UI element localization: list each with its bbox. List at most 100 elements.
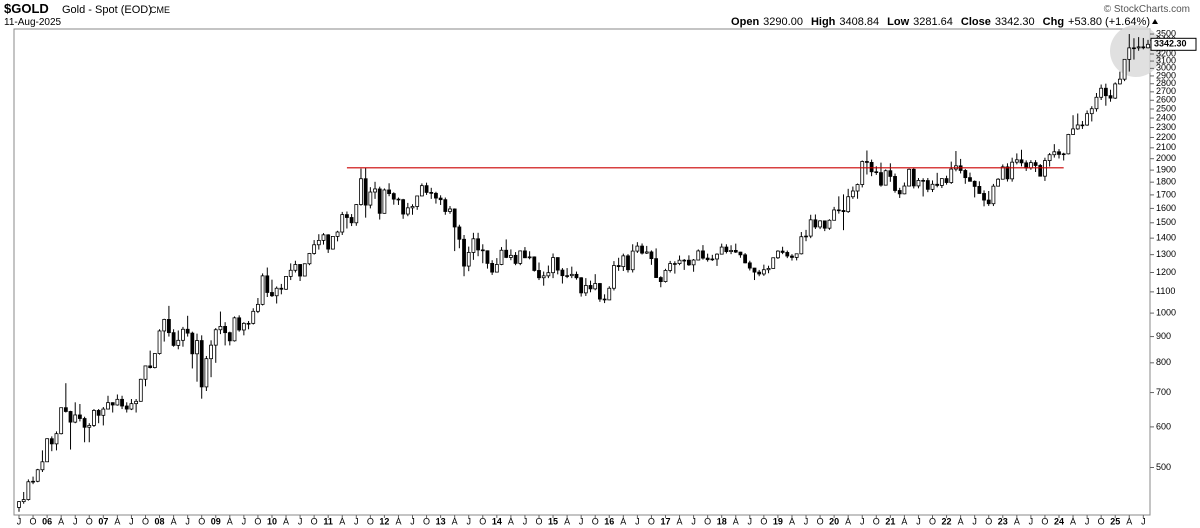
- candle-body: [1061, 153, 1066, 156]
- candle-body: [1141, 46, 1146, 49]
- candle-body: [551, 257, 555, 274]
- y-tick-label: 500: [1156, 462, 1171, 472]
- candle-body: [710, 258, 715, 261]
- x-tick-label: A: [958, 516, 964, 526]
- x-tick-label: O: [929, 516, 936, 526]
- y-tick-label: 3500: [1156, 28, 1176, 38]
- candle-body: [330, 236, 335, 250]
- candle-body: [279, 287, 284, 290]
- stat-value: 3408.84: [839, 16, 879, 28]
- candle-body: [419, 185, 424, 197]
- candle-body: [644, 251, 649, 254]
- candle-body: [874, 171, 879, 173]
- candle-body: [17, 501, 21, 508]
- candle-body: [677, 259, 682, 264]
- candle-body: [982, 193, 986, 201]
- y-tick-label: 600: [1156, 421, 1171, 431]
- candle-body: [396, 198, 401, 201]
- candle-body: [790, 255, 794, 258]
- candle-body: [78, 414, 82, 419]
- candle-body: [593, 283, 598, 290]
- y-tick-label: 1300: [1156, 249, 1176, 259]
- candle-body: [368, 191, 373, 206]
- candle-body: [560, 269, 565, 277]
- candle-body: [1136, 46, 1141, 49]
- candle-body: [785, 252, 790, 257]
- x-tick-label: A: [58, 516, 64, 526]
- x-tick-label: O: [367, 516, 374, 526]
- candle-body: [345, 214, 349, 218]
- candle-body: [1047, 154, 1052, 161]
- y-tick-label: 1400: [1156, 233, 1176, 243]
- candle-body: [513, 254, 518, 264]
- candle-body: [1089, 108, 1094, 115]
- candle-body: [185, 328, 190, 334]
- candle-body: [1043, 160, 1047, 177]
- candle-body: [930, 183, 935, 190]
- x-tick-label: J: [860, 516, 865, 526]
- x-tick-label: 16: [604, 516, 614, 526]
- x-tick-label: A: [677, 516, 683, 526]
- candle-body: [462, 238, 466, 267]
- x-tick-label: 24: [1054, 516, 1064, 526]
- candle-body: [54, 433, 59, 445]
- x-tick-label: J: [635, 516, 640, 526]
- stats: Open 3290.00 High 3408.84 Low 3281.64 Close 334…: [731, 16, 1150, 28]
- candle-body: [377, 188, 382, 214]
- candle-body: [223, 326, 228, 334]
- candle-body: [1038, 165, 1043, 177]
- candle-body: [1085, 113, 1089, 126]
- candle-body: [115, 398, 120, 406]
- candle-body: [340, 214, 345, 233]
- x-tick-label: O: [1041, 516, 1048, 526]
- candle-body: [391, 193, 396, 200]
- candle-body: [715, 253, 719, 260]
- candle-body: [888, 170, 893, 177]
- x-tick-label: O: [985, 516, 992, 526]
- candle-body: [321, 234, 326, 241]
- x-tick-label: J: [185, 516, 190, 526]
- x-tick-label: 11: [323, 516, 333, 526]
- candle-body: [1117, 78, 1122, 85]
- x-tick-label: 20: [829, 516, 839, 526]
- candle-body: [701, 250, 705, 259]
- candle-body: [227, 332, 232, 342]
- x-tick-label: J: [1029, 516, 1034, 526]
- y-tick-label: 2100: [1156, 142, 1176, 152]
- candle-body: [640, 245, 644, 254]
- stat-label: Chg: [1043, 16, 1064, 28]
- stat-label: Open: [731, 16, 759, 28]
- candle-body: [729, 250, 733, 252]
- candle-body: [804, 235, 808, 238]
- candle-body: [1028, 162, 1033, 169]
- candle-body: [968, 177, 972, 182]
- x-tick-label: 13: [436, 516, 446, 526]
- candle-body: [555, 257, 560, 271]
- candle-body: [195, 340, 199, 355]
- candle-body: [1024, 162, 1029, 169]
- y-tick-label: 1900: [1156, 164, 1176, 174]
- candle-body: [35, 469, 40, 482]
- candle-body: [850, 190, 855, 198]
- x-tick-label: 17: [660, 516, 670, 526]
- candle-body: [925, 180, 930, 190]
- candle-body: [405, 207, 410, 215]
- candle-body: [705, 257, 710, 261]
- stat-value: +53.80 (+1.64%): [1068, 16, 1150, 28]
- stat-label: High: [811, 16, 836, 28]
- candle-body: [1132, 47, 1136, 50]
- y-tick-label: 900: [1156, 331, 1171, 341]
- candle-body: [143, 365, 148, 380]
- highlight: [1110, 25, 1162, 77]
- stat-label: Close: [961, 16, 991, 28]
- candle-body: [270, 292, 274, 297]
- candle-body: [232, 317, 237, 342]
- x-tick-label: J: [1085, 516, 1090, 526]
- candle-body: [354, 204, 359, 224]
- candle-body: [1127, 47, 1132, 60]
- candle-body: [349, 217, 354, 224]
- x-tick-label: J: [1141, 516, 1146, 526]
- x-tick-label: J: [691, 516, 696, 526]
- candle-body: [813, 219, 818, 228]
